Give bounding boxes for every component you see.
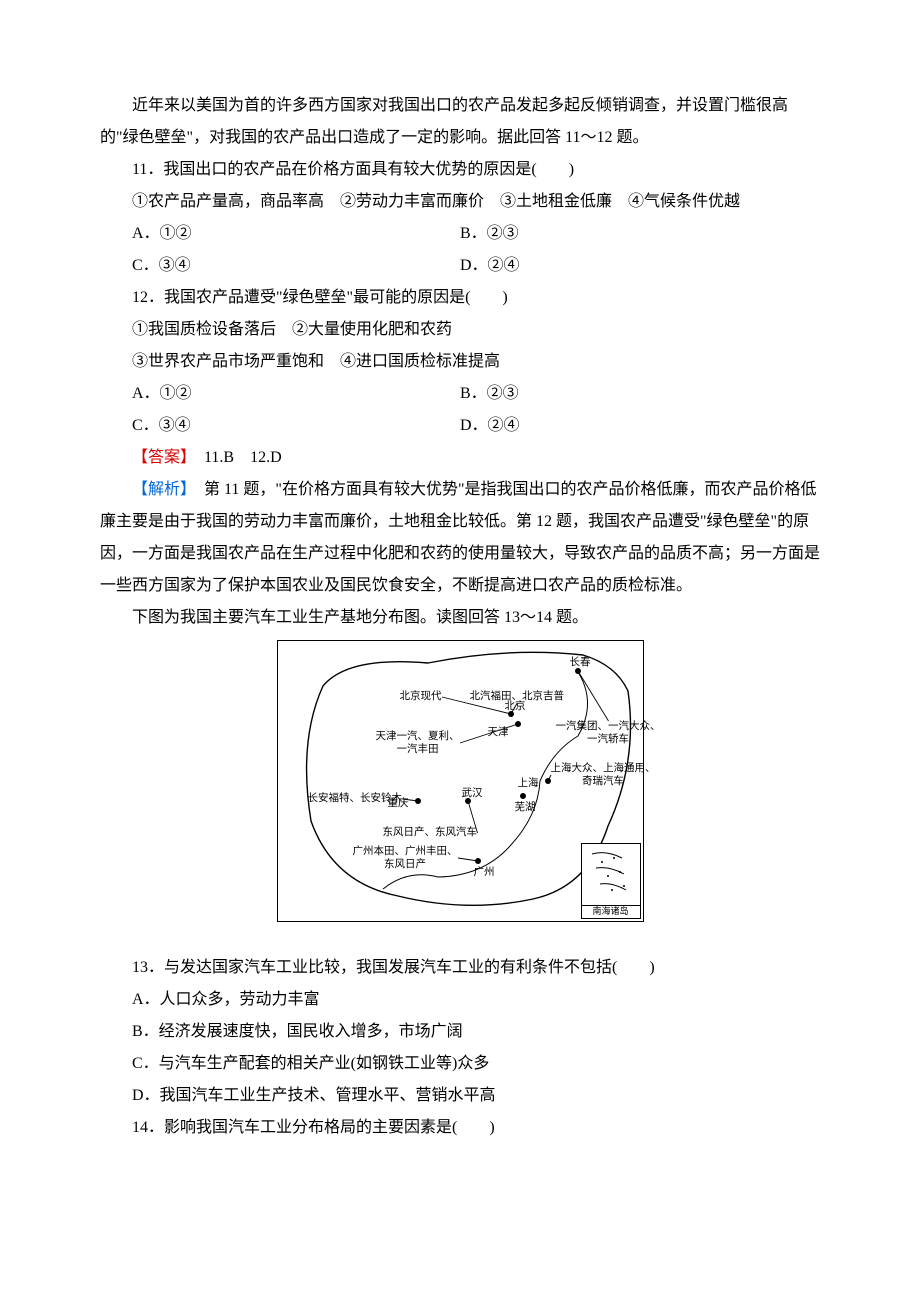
city-label: 广州 [474, 867, 495, 880]
q12-option-d: D．②④ [460, 410, 820, 442]
figure-wrap: 南海诸岛 长春北京天津重庆武汉芜湖上海广州北京现代北汽福田、北京吉普天津一汽、夏… [100, 640, 820, 934]
inset-label: 南海诸岛 [582, 905, 640, 917]
answer-text: 11.B 12.D [188, 449, 282, 466]
q11-option-d: D．②④ [460, 250, 820, 282]
inset-nanhai: 南海诸岛 [581, 843, 641, 919]
answer-line: 【答案】 11.B 12.D [100, 442, 820, 474]
annotation-label: 北京现代 [400, 691, 442, 704]
city-label: 芜湖 [515, 802, 536, 815]
answer-label: 【答案】 [132, 449, 188, 466]
q12-option-a: A．①② [100, 378, 460, 410]
q12-items-2: ③世界农产品市场严重饱和 ④进口国质检标准提高 [100, 346, 820, 378]
annotation-label: 广州本田、广州丰田、 东风日产 [353, 846, 458, 871]
q11-stem: 11．我国出口的农产品在价格方面具有较大优势的原因是( ) [100, 154, 820, 186]
q11-option-c: C．③④ [100, 250, 460, 282]
explain-text: 第 11 题，"在价格方面具有较大优势"是指我国出口的农产品价格低廉，而农产品价… [100, 481, 820, 594]
q13-option-a: A．人口众多，劳动力丰富 [100, 984, 820, 1016]
annotation-label: 天津一汽、夏利、 一汽丰田 [376, 731, 460, 756]
q13-option-d: D．我国汽车工业生产技术、管理水平、营销水平高 [100, 1080, 820, 1112]
city-label: 武汉 [462, 788, 483, 801]
annotation-label: 东风日产、东风汽车 [383, 827, 478, 840]
q14-stem: 14．影响我国汽车工业分布格局的主要因素是( ) [100, 1112, 820, 1144]
city-label: 上海 [518, 778, 539, 791]
q12-items-1: ①我国质检设备落后 ②大量使用化肥和农药 [100, 314, 820, 346]
q13-stem: 13．与发达国家汽车工业比较，我国发展汽车工业的有利条件不包括( ) [100, 952, 820, 984]
city-label: 天津 [488, 727, 509, 740]
city-dot [415, 798, 421, 804]
annotation-label: 北汽福田、北京吉普 [470, 691, 565, 704]
q11-option-b: B．②③ [460, 218, 820, 250]
annotation-label: 上海大众、上海通用、 奇瑞汽车 [551, 763, 656, 788]
city-dot [475, 858, 481, 864]
q13-option-c: C．与汽车生产配套的相关产业(如钢铁工业等)众多 [100, 1048, 820, 1080]
annotation-label: 长安福特、长安铃木 [308, 793, 403, 806]
passage2-intro: 下图为我国主要汽车工业生产基地分布图。读图回答 13～14 题。 [100, 602, 820, 634]
city-label: 长春 [570, 657, 591, 670]
explanation: 【解析】 第 11 题，"在价格方面具有较大优势"是指我国出口的农产品价格低廉，… [100, 474, 820, 602]
q12-option-b: B．②③ [460, 378, 820, 410]
q11-items: ①农产品产量高，商品率高 ②劳动力丰富而廉价 ③土地租金低廉 ④气候条件优越 [100, 186, 820, 218]
q12-stem: 12．我国农产品遭受"绿色壁垒"最可能的原因是( ) [100, 282, 820, 314]
city-dot [515, 721, 521, 727]
q12-option-c: C．③④ [100, 410, 460, 442]
city-dot [520, 793, 526, 799]
annotation-label: 一汽集团、一汽大众、 一汽轿车 [556, 721, 661, 746]
q13-option-b: B．经济发展速度快，国民收入增多，市场广阔 [100, 1016, 820, 1048]
explain-label: 【解析】 [132, 481, 188, 498]
q11-option-a: A．①② [100, 218, 460, 250]
passage1-intro: 近年来以美国为首的许多西方国家对我国出口的农产品发起多起反倾销调查，并设置门槛很… [100, 90, 820, 154]
china-auto-map: 南海诸岛 长春北京天津重庆武汉芜湖上海广州北京现代北汽福田、北京吉普天津一汽、夏… [277, 640, 644, 922]
